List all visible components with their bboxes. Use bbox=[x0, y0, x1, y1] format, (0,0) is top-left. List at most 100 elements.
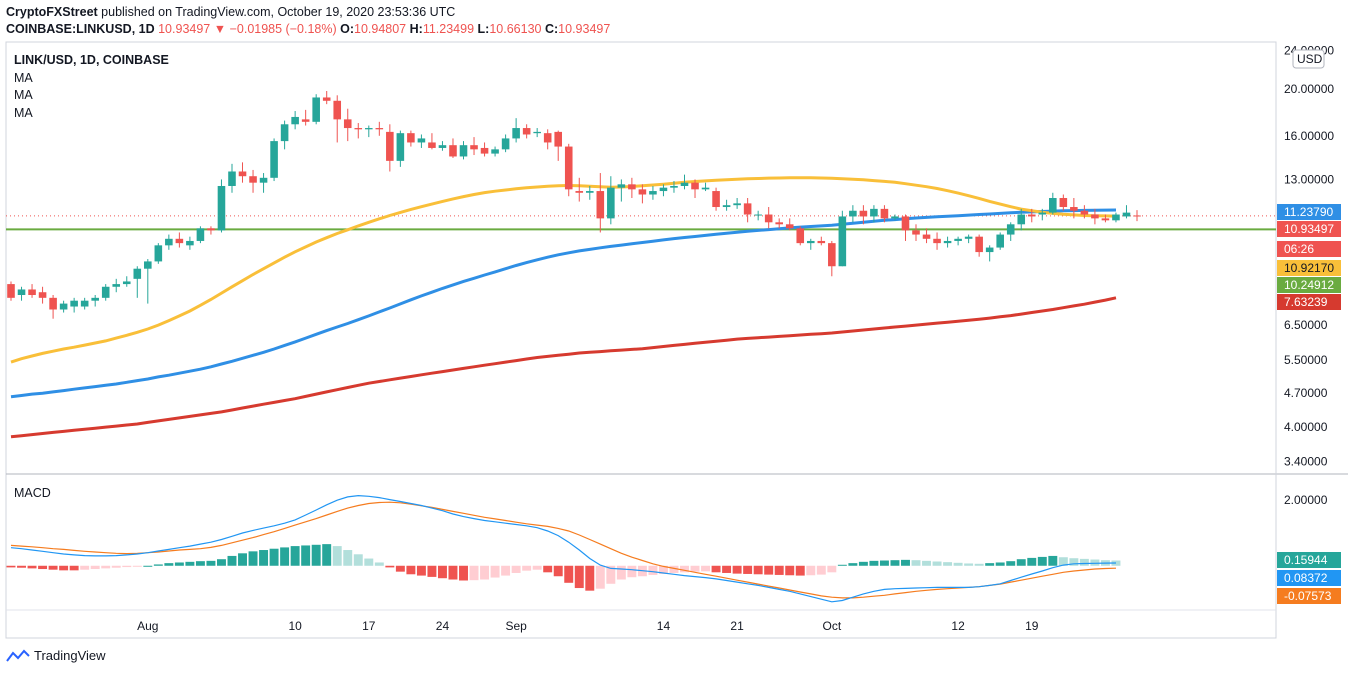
macd-layer bbox=[6, 494, 1121, 603]
candle-body bbox=[533, 131, 541, 134]
macd-histogram-bar bbox=[406, 565, 416, 575]
macd-histogram-bar bbox=[858, 561, 868, 566]
candle-body bbox=[933, 238, 941, 244]
candle-body bbox=[512, 128, 520, 139]
macd-histogram-bar bbox=[111, 565, 121, 568]
candle-body bbox=[912, 230, 920, 235]
price-axis[interactable]: 24.0000020.0000016.0000013.000006.500005… bbox=[1284, 44, 1334, 508]
candle-body bbox=[80, 300, 89, 307]
macd-histogram-bar bbox=[595, 565, 605, 589]
macd-histogram-bar bbox=[353, 554, 363, 566]
candle-body bbox=[691, 182, 699, 190]
candle-body bbox=[186, 240, 194, 246]
price-tag-box bbox=[1277, 277, 1341, 293]
macd-histogram-bar bbox=[964, 563, 974, 566]
candle-body bbox=[1133, 215, 1141, 217]
macd-histogram-bar bbox=[753, 565, 763, 575]
candle-body bbox=[764, 214, 773, 223]
tradingview-brand[interactable]: TradingView bbox=[6, 648, 106, 663]
macd-tag-label: -0.07573 bbox=[1284, 589, 1332, 603]
ma-fast-line bbox=[10, 176, 1117, 364]
candle bbox=[1049, 192, 1057, 215]
candle bbox=[943, 236, 952, 248]
candle-body bbox=[628, 184, 636, 190]
price-tag-label: 10.93497 bbox=[1284, 222, 1334, 236]
macd-histogram-bar bbox=[680, 565, 689, 573]
candle bbox=[501, 134, 510, 153]
macd-histogram-bar bbox=[164, 563, 174, 566]
price-tick-label: 16.00000 bbox=[1284, 129, 1334, 143]
candle bbox=[70, 297, 78, 313]
candle bbox=[922, 228, 931, 244]
candle-body bbox=[680, 182, 689, 186]
candle bbox=[712, 187, 720, 211]
macd-histogram-bar bbox=[448, 565, 458, 580]
candle-body bbox=[280, 124, 289, 142]
macd-histogram-bar bbox=[806, 565, 816, 576]
candle bbox=[754, 210, 762, 221]
macd-legend[interactable]: MACD bbox=[14, 486, 51, 500]
time-tick-label: 24 bbox=[436, 619, 450, 633]
close-label: C: bbox=[544, 22, 559, 36]
time-tick-label: 10 bbox=[288, 619, 302, 633]
candle bbox=[691, 179, 699, 198]
last-price: 10.93497 bbox=[158, 22, 211, 36]
candle bbox=[764, 207, 773, 229]
ma-slow-line bbox=[10, 296, 1117, 439]
macd-histogram-bar bbox=[606, 565, 616, 584]
candle bbox=[207, 226, 215, 235]
ma-mid-line bbox=[10, 208, 1117, 399]
publisher-name[interactable]: CryptoFXStreet bbox=[6, 5, 98, 19]
legend-ma-fast[interactable]: MA bbox=[14, 70, 33, 85]
candle-body bbox=[154, 245, 163, 262]
legend-ma-slow[interactable]: MA bbox=[14, 105, 33, 120]
legend-ma-mid[interactable]: MA bbox=[14, 88, 33, 102]
time-axis[interactable]: Aug 10 17 24 Sep 14 21 Oct 12 19 bbox=[137, 619, 1039, 633]
macd-histogram-bar bbox=[122, 565, 132, 568]
symbol-text[interactable]: COINBASE:LINKUSD, 1D bbox=[6, 22, 155, 36]
candle bbox=[1038, 208, 1047, 221]
macd-histogram-bar bbox=[764, 565, 774, 575]
candle bbox=[596, 173, 605, 233]
candle-body bbox=[964, 236, 973, 239]
candle-body bbox=[796, 228, 805, 244]
candle-body bbox=[722, 205, 731, 208]
candle-body bbox=[438, 145, 447, 148]
macd-histogram-bar bbox=[437, 565, 447, 579]
macd-histogram-bar bbox=[427, 565, 437, 577]
candle bbox=[133, 266, 142, 298]
candle bbox=[522, 124, 531, 139]
legend-symbol[interactable]: LINK/USD, 1D, COINBASE bbox=[14, 53, 169, 67]
candle bbox=[985, 245, 994, 262]
macd-histogram-bar bbox=[774, 565, 784, 575]
candle bbox=[1027, 208, 1036, 223]
candle bbox=[7, 281, 15, 301]
candle bbox=[533, 128, 541, 138]
candle bbox=[417, 134, 426, 148]
candle-body bbox=[343, 119, 352, 129]
candle-body bbox=[828, 243, 836, 267]
candle-body bbox=[638, 189, 647, 195]
candle bbox=[575, 177, 584, 202]
macd-histogram-bar bbox=[195, 561, 205, 566]
candle-body bbox=[607, 187, 615, 219]
candle-body bbox=[585, 191, 594, 193]
candle bbox=[1133, 210, 1141, 222]
macd-tag-box bbox=[1277, 570, 1341, 586]
macd-histogram-bar bbox=[1048, 555, 1058, 566]
macd-histogram-bar bbox=[911, 560, 921, 566]
macd-histogram-bar bbox=[395, 565, 405, 572]
macd-histogram-bar bbox=[953, 562, 963, 566]
macd-histogram-bar bbox=[80, 565, 90, 570]
candle bbox=[975, 234, 983, 257]
candle bbox=[365, 125, 373, 138]
candle-body bbox=[312, 97, 320, 122]
candle bbox=[386, 124, 394, 172]
candle-body bbox=[333, 100, 342, 120]
price-tag-box bbox=[1277, 294, 1341, 310]
candle-body bbox=[228, 171, 236, 186]
macd-histogram-bar bbox=[153, 564, 163, 566]
candle-body bbox=[975, 236, 983, 253]
currency-label: USD bbox=[1297, 52, 1323, 66]
